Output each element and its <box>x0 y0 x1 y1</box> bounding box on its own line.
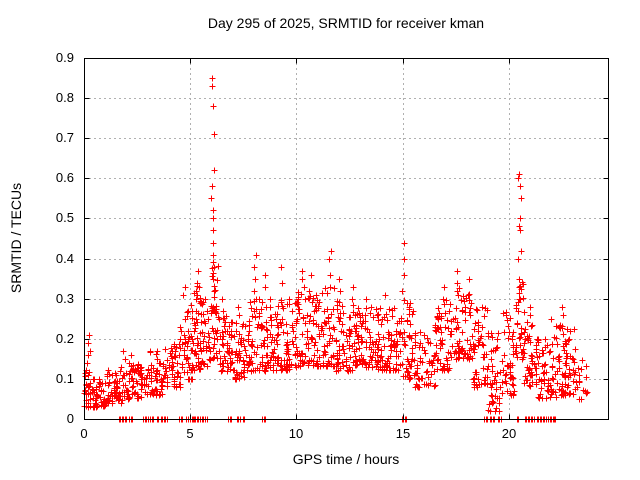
chart-title: Day 295 of 2025, SRMTID for receiver kma… <box>207 15 485 31</box>
y-axis-label: SRMTID / TECUs <box>8 182 24 294</box>
y-tick-label: 0.8 <box>56 90 74 105</box>
y-tick-label: 0.6 <box>56 170 74 185</box>
x-tick-label: 5 <box>186 426 193 441</box>
y-tick-label: 0.3 <box>56 291 74 306</box>
x-tick-label: 0 <box>80 426 87 441</box>
plot-border-and-ticks <box>84 58 609 420</box>
x-tick-label: 15 <box>396 426 410 441</box>
y-tick-label: 0.5 <box>56 210 74 225</box>
scatter-points <box>81 75 591 423</box>
y-tick-label: 0.7 <box>56 130 74 145</box>
x-tick-label: 20 <box>502 426 516 441</box>
x-axis-label: GPS time / hours <box>292 451 400 467</box>
grid-lines <box>84 58 608 419</box>
y-tick-label: 0 <box>67 411 74 426</box>
y-tick-label: 0.9 <box>56 50 74 65</box>
x-tick-label: 10 <box>289 426 303 441</box>
y-tick-label: 0.4 <box>56 251 74 266</box>
y-tick-label: 0.1 <box>56 371 74 386</box>
y-tick-label: 0.2 <box>56 331 74 346</box>
